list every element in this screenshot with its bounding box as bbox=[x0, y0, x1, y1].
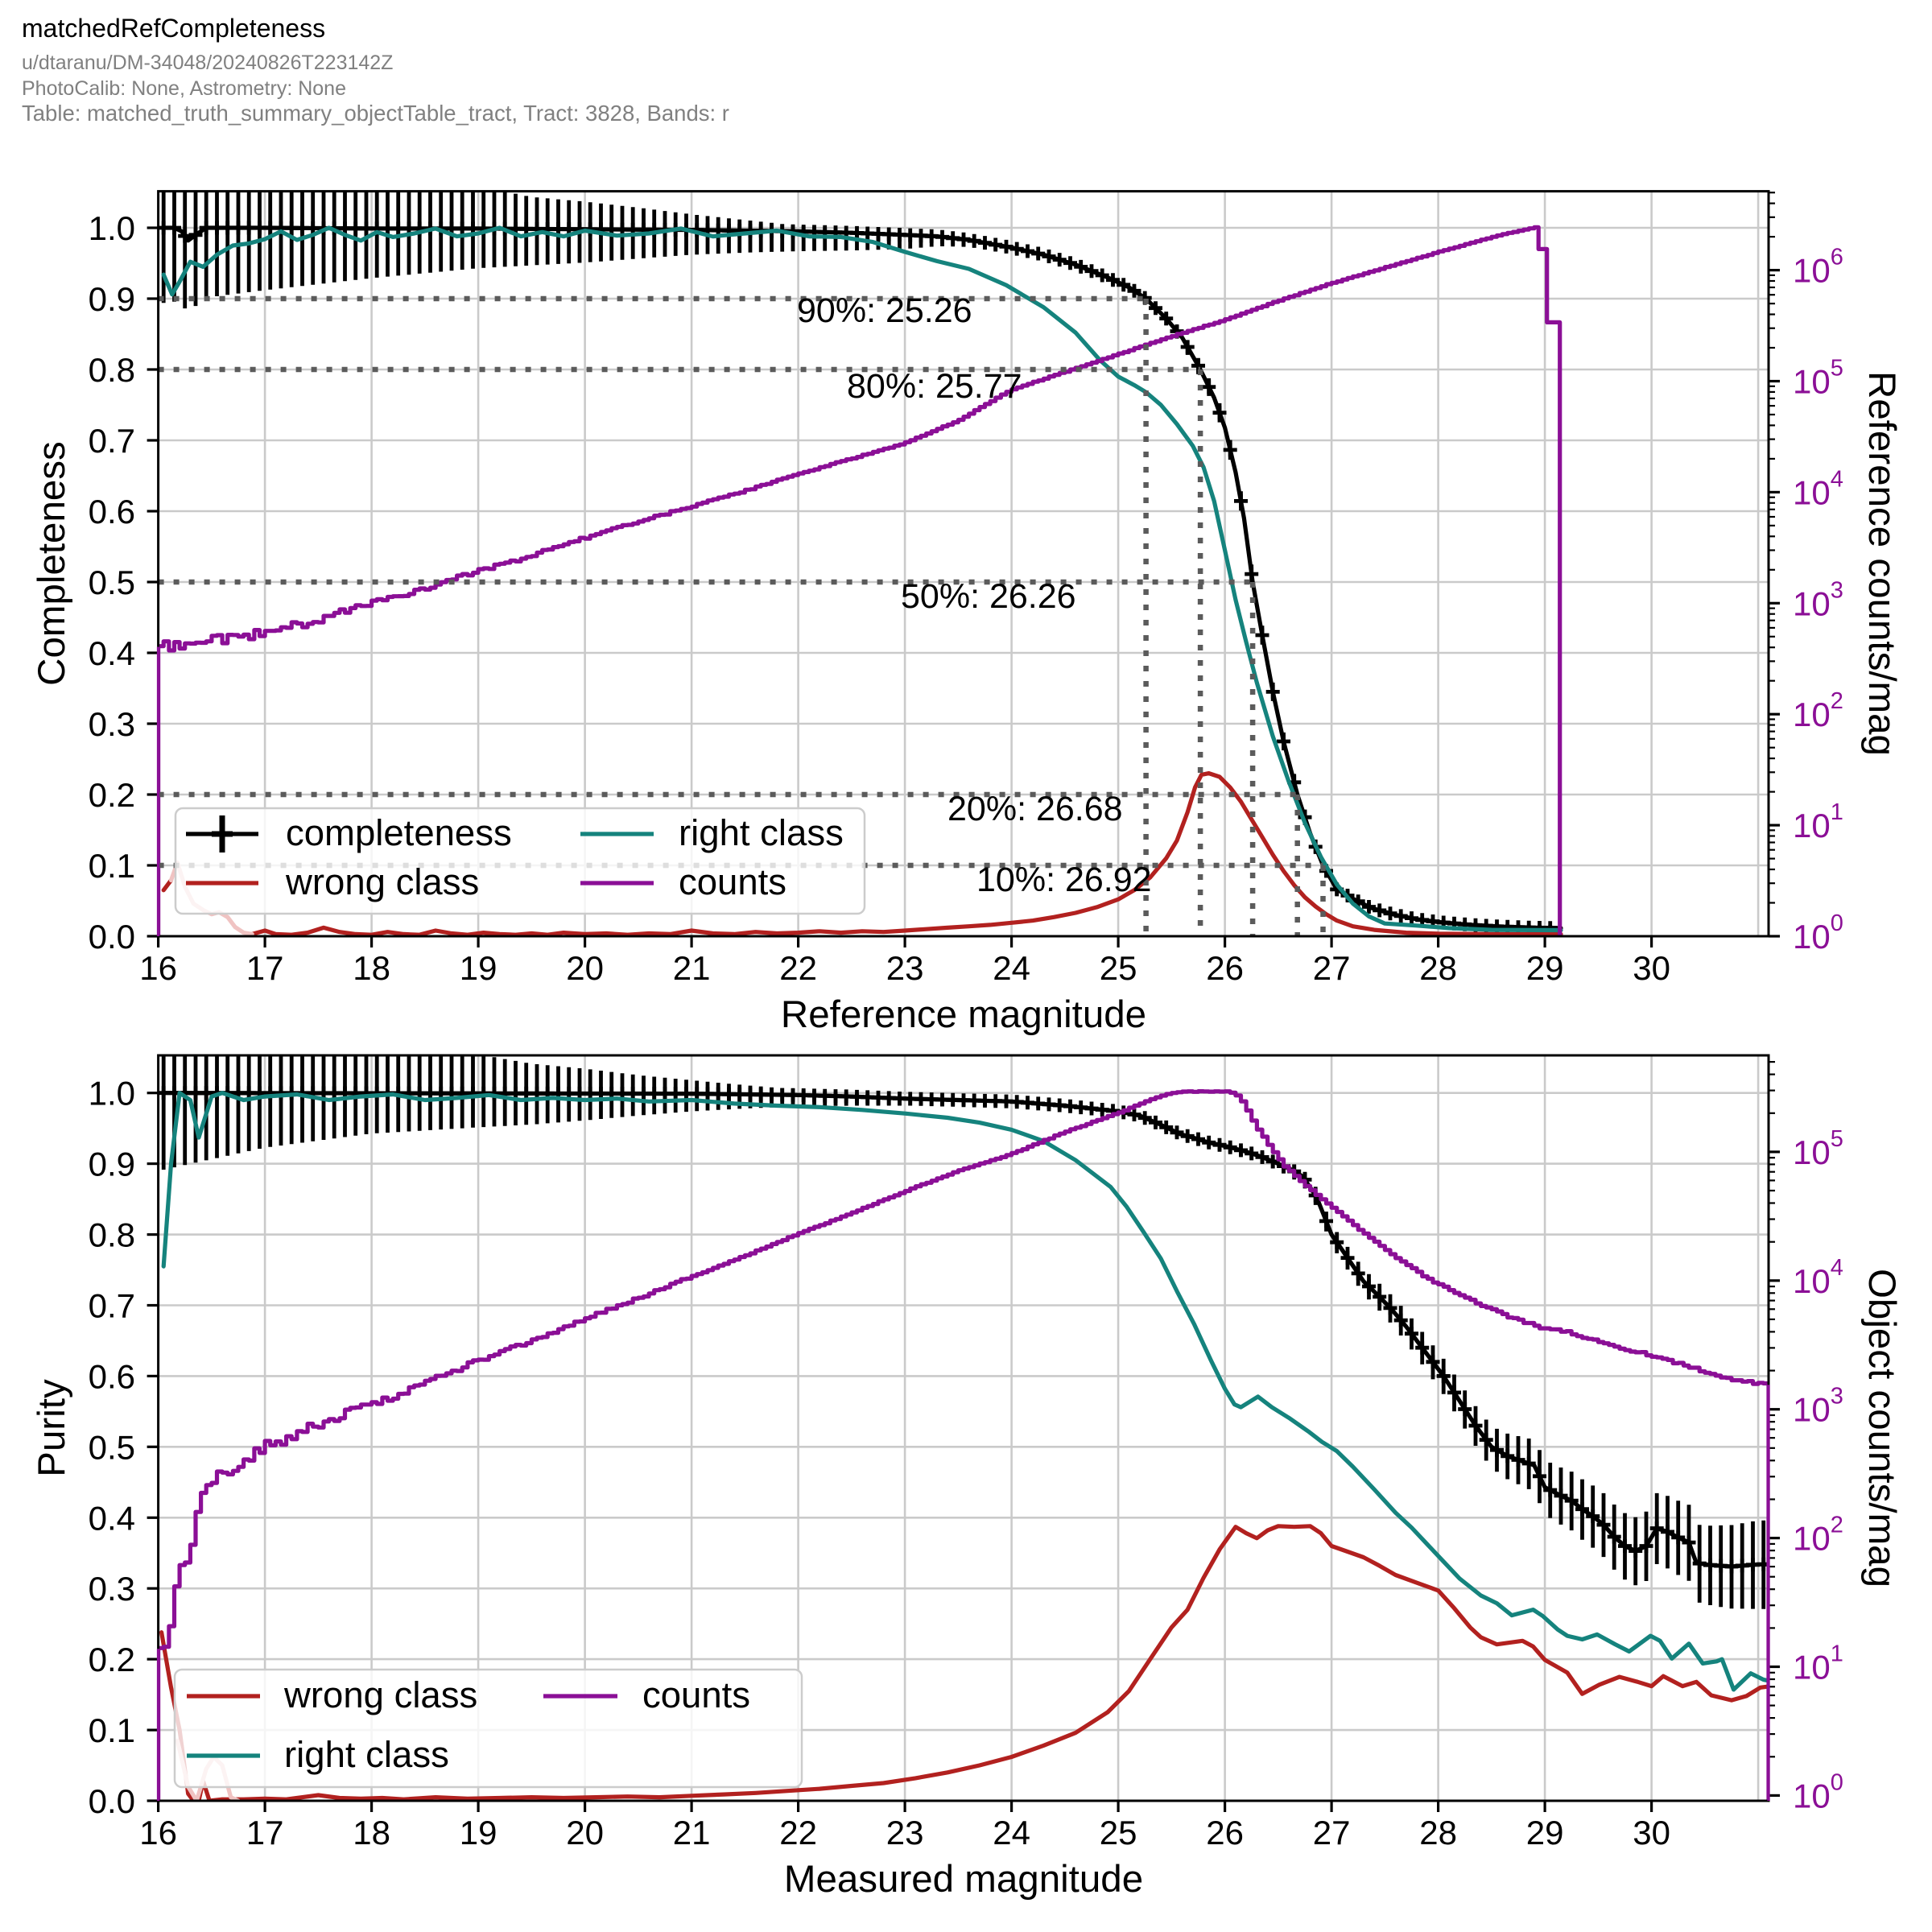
svg-text:0.3: 0.3 bbox=[89, 1570, 135, 1608]
svg-text:29: 29 bbox=[1526, 949, 1564, 987]
svg-text:0.1: 0.1 bbox=[89, 847, 135, 885]
svg-text:1.0: 1.0 bbox=[89, 209, 135, 247]
svg-text:10%: 26.92: 10%: 26.92 bbox=[976, 861, 1152, 899]
svg-text:0.5: 0.5 bbox=[89, 1428, 135, 1466]
svg-text:0.1: 0.1 bbox=[89, 1711, 135, 1749]
svg-text:19: 19 bbox=[460, 1814, 497, 1852]
svg-text:0.7: 0.7 bbox=[89, 1287, 135, 1325]
svg-text:0.4: 0.4 bbox=[89, 1499, 135, 1537]
svg-text:0.2: 0.2 bbox=[89, 1641, 135, 1678]
svg-text:right class: right class bbox=[284, 1734, 449, 1775]
svg-text:u/dtaranu/DM-34048/20240826T22: u/dtaranu/DM-34048/20240826T223142Z bbox=[22, 52, 393, 74]
svg-text:26: 26 bbox=[1206, 949, 1244, 987]
svg-text:0.8: 0.8 bbox=[89, 1216, 135, 1254]
svg-text:103: 103 bbox=[1793, 1384, 1843, 1429]
svg-text:18: 18 bbox=[353, 1814, 390, 1852]
svg-text:27: 27 bbox=[1313, 1814, 1351, 1852]
svg-text:23: 23 bbox=[886, 949, 924, 987]
svg-text:90%: 25.26: 90%: 25.26 bbox=[797, 291, 972, 330]
svg-text:wrong class: wrong class bbox=[283, 1674, 477, 1715]
svg-text:counts: counts bbox=[679, 861, 786, 902]
svg-text:completeness: completeness bbox=[286, 812, 512, 853]
svg-text:24: 24 bbox=[993, 949, 1030, 987]
svg-text:30: 30 bbox=[1633, 1814, 1670, 1852]
svg-text:21: 21 bbox=[673, 949, 711, 987]
svg-text:50%: 26.26: 50%: 26.26 bbox=[901, 577, 1076, 616]
svg-text:right class: right class bbox=[679, 812, 844, 853]
svg-text:80%: 25.77: 80%: 25.77 bbox=[847, 367, 1022, 406]
svg-text:19: 19 bbox=[460, 949, 497, 987]
svg-text:0.5: 0.5 bbox=[89, 564, 135, 601]
svg-text:27: 27 bbox=[1313, 949, 1351, 987]
svg-text:Reference magnitude: Reference magnitude bbox=[781, 993, 1146, 1036]
svg-text:0.2: 0.2 bbox=[89, 776, 135, 814]
svg-text:Object counts/mag: Object counts/mag bbox=[1860, 1269, 1903, 1587]
svg-text:24: 24 bbox=[993, 1814, 1030, 1852]
svg-text:0.0: 0.0 bbox=[89, 1782, 135, 1820]
svg-text:0.8: 0.8 bbox=[89, 351, 135, 389]
svg-text:counts: counts bbox=[642, 1674, 750, 1715]
svg-text:29: 29 bbox=[1526, 1814, 1564, 1852]
svg-text:0.9: 0.9 bbox=[89, 280, 135, 318]
svg-text:Table: matched_truth_summary_o: Table: matched_truth_summary_objectTable… bbox=[22, 101, 729, 126]
svg-text:0.7: 0.7 bbox=[89, 422, 135, 460]
svg-text:0.3: 0.3 bbox=[89, 705, 135, 743]
svg-text:22: 22 bbox=[779, 949, 817, 987]
svg-text:20: 20 bbox=[566, 949, 604, 987]
svg-text:0.4: 0.4 bbox=[89, 634, 135, 672]
svg-text:25: 25 bbox=[1100, 1814, 1137, 1852]
svg-text:25: 25 bbox=[1100, 949, 1137, 987]
svg-text:Completeness: Completeness bbox=[31, 441, 73, 686]
svg-text:matchedRefCompleteness: matchedRefCompleteness bbox=[22, 14, 325, 43]
svg-text:0.6: 0.6 bbox=[89, 493, 135, 530]
svg-text:16: 16 bbox=[139, 1814, 177, 1852]
svg-text:Measured magnitude: Measured magnitude bbox=[784, 1858, 1143, 1901]
svg-text:17: 17 bbox=[246, 949, 284, 987]
svg-text:Reference counts/mag: Reference counts/mag bbox=[1860, 371, 1903, 756]
svg-text:23: 23 bbox=[886, 1814, 924, 1852]
svg-text:20: 20 bbox=[566, 1814, 604, 1852]
svg-text:18: 18 bbox=[353, 949, 390, 987]
svg-text:PhotoCalib: None, Astrometry:: PhotoCalib: None, Astrometry: None bbox=[22, 77, 346, 100]
svg-text:28: 28 bbox=[1419, 949, 1457, 987]
svg-text:22: 22 bbox=[779, 1814, 817, 1852]
svg-text:30: 30 bbox=[1633, 949, 1670, 987]
svg-text:17: 17 bbox=[246, 1814, 284, 1852]
svg-text:21: 21 bbox=[673, 1814, 711, 1852]
svg-text:20%: 26.68: 20%: 26.68 bbox=[947, 790, 1123, 828]
svg-text:wrong class: wrong class bbox=[285, 861, 479, 902]
svg-text:102: 102 bbox=[1793, 1513, 1843, 1558]
svg-text:Purity: Purity bbox=[31, 1379, 73, 1477]
svg-text:0.6: 0.6 bbox=[89, 1357, 135, 1395]
svg-text:26: 26 bbox=[1206, 1814, 1244, 1852]
svg-text:0.9: 0.9 bbox=[89, 1146, 135, 1183]
svg-text:0.0: 0.0 bbox=[89, 918, 135, 956]
svg-text:28: 28 bbox=[1419, 1814, 1457, 1852]
svg-text:1.0: 1.0 bbox=[89, 1075, 135, 1113]
svg-text:16: 16 bbox=[139, 949, 177, 987]
